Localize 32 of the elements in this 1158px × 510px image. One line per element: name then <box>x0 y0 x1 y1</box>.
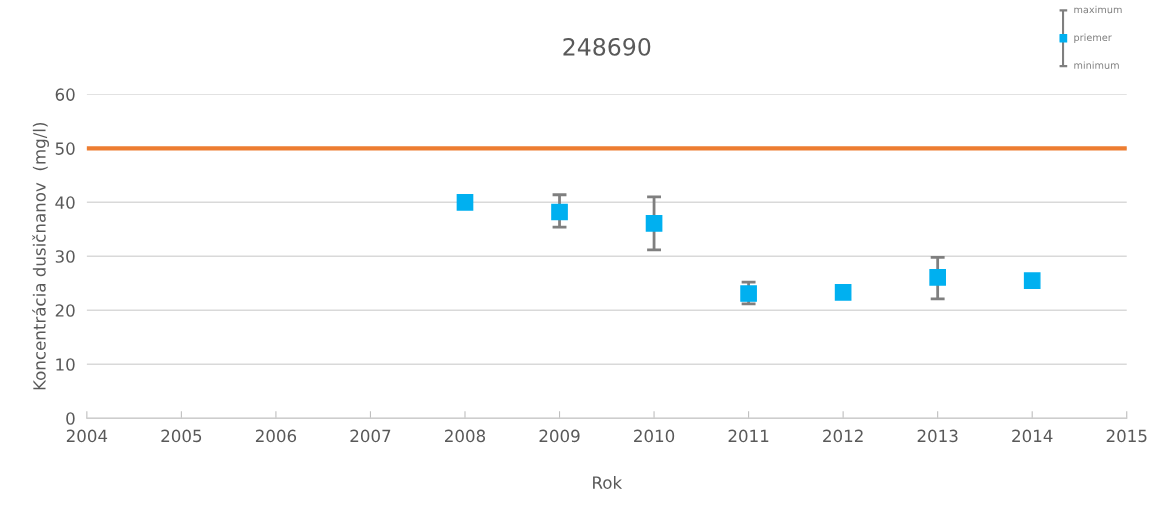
y-tick-label: 40 <box>55 196 75 209</box>
point <box>834 284 852 301</box>
y-axis-title: Koncentrácia dusičnanov (mg/l) <box>32 123 49 390</box>
y-tick-label: 20 <box>55 304 75 317</box>
y-tick-label: 50 <box>55 142 75 155</box>
x-tick-label: 2006 <box>255 429 297 443</box>
x-tick-label: 2005 <box>161 429 202 443</box>
x-tick-label: 2010 <box>634 429 675 443</box>
point <box>1023 272 1041 289</box>
x-tick-label: 2009 <box>539 429 580 443</box>
y-tick-label: 0 <box>66 412 75 425</box>
legend-label: priemer <box>1074 33 1112 43</box>
text: minimum <box>1074 61 1119 69</box>
point <box>645 215 663 232</box>
point <box>551 203 568 221</box>
point <box>929 268 946 286</box>
x-axis-title: Rok <box>593 476 623 489</box>
x-tick-label: 2013 <box>917 429 958 443</box>
chart-title: 248690 <box>563 37 651 56</box>
y-tick-label: 60 <box>55 88 75 101</box>
text: maximum <box>1074 5 1122 14</box>
x-tick-label: 2007 <box>350 429 391 443</box>
y-tick-label: 10 <box>56 358 75 371</box>
x-tick-label: 2014 <box>1012 429 1053 443</box>
point <box>456 193 474 211</box>
point <box>740 285 757 302</box>
x-tick-label: 2012 <box>823 429 863 443</box>
x-tick-label: 2015 <box>1106 429 1147 443</box>
x-tick-label: 2008 <box>445 429 486 443</box>
y-tick-label: 30 <box>55 250 75 263</box>
x-tick-label: 2011 <box>728 429 769 443</box>
x-tick-label: 2004 <box>66 429 108 443</box>
